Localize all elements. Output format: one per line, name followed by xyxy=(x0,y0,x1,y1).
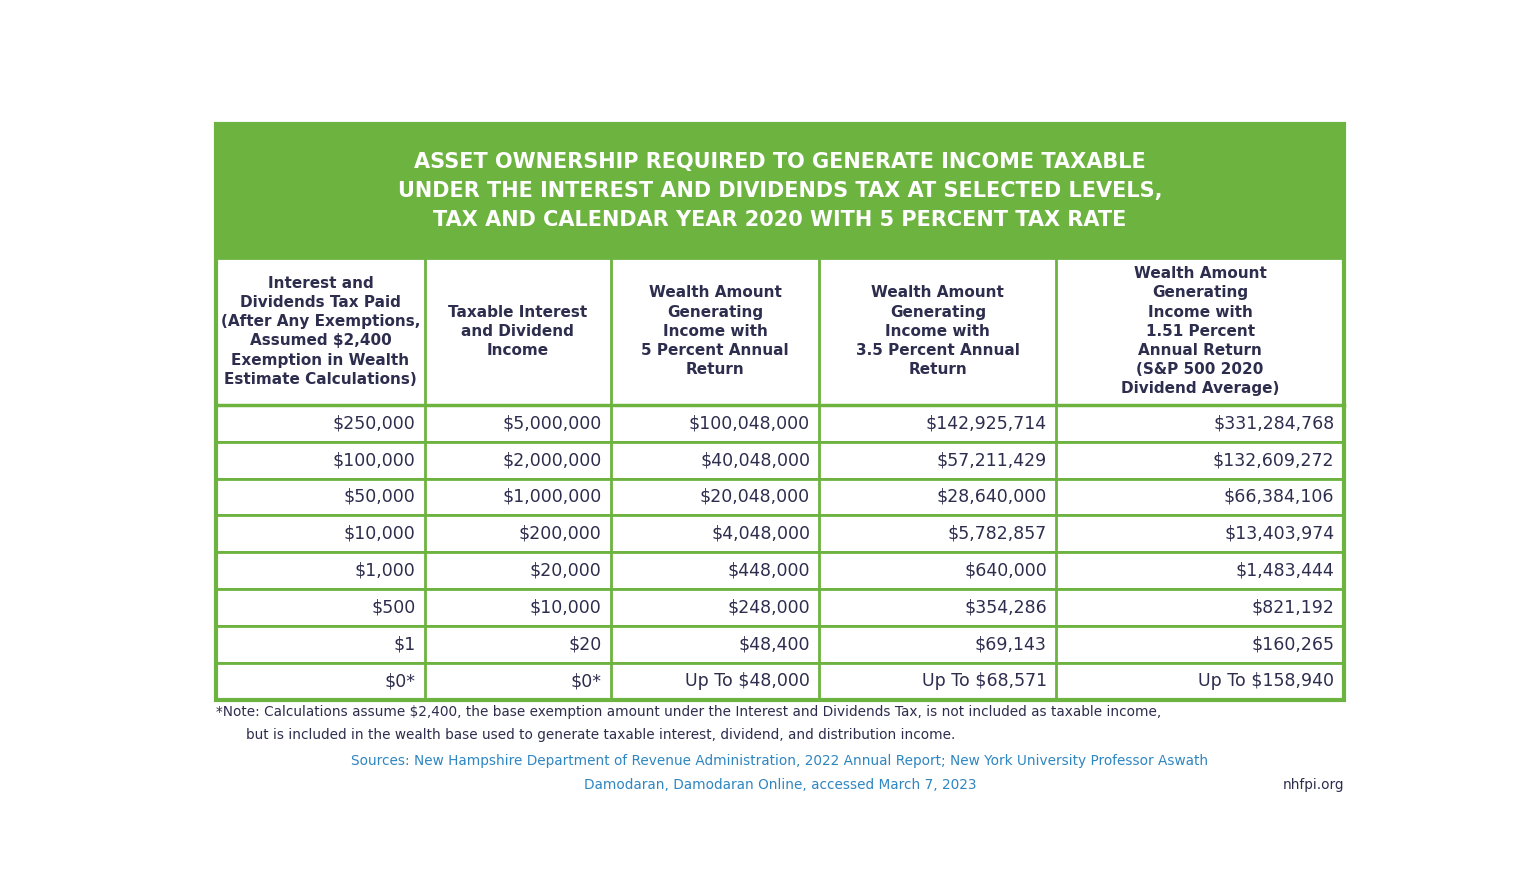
Text: $20: $20 xyxy=(568,635,601,653)
Text: $1,000,000: $1,000,000 xyxy=(502,488,601,506)
Text: $821,192: $821,192 xyxy=(1251,598,1335,617)
Text: $354,286: $354,286 xyxy=(963,598,1047,617)
Text: Wealth Amount
Generating
Income with
3.5 Percent Annual
Return: Wealth Amount Generating Income with 3.5… xyxy=(855,286,1020,377)
Text: $57,211,429: $57,211,429 xyxy=(936,451,1047,469)
Text: $200,000: $200,000 xyxy=(519,525,601,543)
Text: $13,403,974: $13,403,974 xyxy=(1224,525,1335,543)
Text: Up To $48,000: Up To $48,000 xyxy=(685,672,810,690)
Text: Up To $158,940: Up To $158,940 xyxy=(1198,672,1335,690)
Text: Up To $68,571: Up To $68,571 xyxy=(922,672,1047,690)
Text: $48,400: $48,400 xyxy=(738,635,810,653)
Text: $160,265: $160,265 xyxy=(1251,635,1335,653)
Text: but is included in the wealth base used to generate taxable interest, dividend, : but is included in the wealth base used … xyxy=(245,728,956,742)
Text: $1,483,444: $1,483,444 xyxy=(1236,562,1335,579)
Text: $142,925,714: $142,925,714 xyxy=(925,415,1047,433)
Text: $0*: $0* xyxy=(385,672,416,690)
Text: $20,000: $20,000 xyxy=(530,562,601,579)
Text: $40,048,000: $40,048,000 xyxy=(700,451,810,469)
Text: $0*: $0* xyxy=(571,672,601,690)
Text: $50,000: $50,000 xyxy=(344,488,416,506)
Text: $100,048,000: $100,048,000 xyxy=(689,415,810,433)
Text: nhfpi.org: nhfpi.org xyxy=(1283,778,1344,792)
Text: $248,000: $248,000 xyxy=(728,598,810,617)
Bar xyxy=(216,124,1344,700)
Text: $20,048,000: $20,048,000 xyxy=(700,488,810,506)
Bar xyxy=(216,479,1344,515)
Text: $640,000: $640,000 xyxy=(963,562,1047,579)
Bar xyxy=(216,663,1344,700)
Bar xyxy=(216,441,1344,479)
Text: Damodaran, Damodaran Online, accessed March 7, 2023: Damodaran, Damodaran Online, accessed Ma… xyxy=(584,778,976,792)
Bar xyxy=(216,257,1344,405)
Text: ASSET OWNERSHIP REQUIRED TO GENERATE INCOME TAXABLE
UNDER THE INTEREST AND DIVID: ASSET OWNERSHIP REQUIRED TO GENERATE INC… xyxy=(397,152,1163,230)
Bar xyxy=(216,405,1344,441)
Text: $132,609,272: $132,609,272 xyxy=(1213,451,1335,469)
Text: $66,384,106: $66,384,106 xyxy=(1224,488,1335,506)
Bar xyxy=(216,124,1344,257)
Text: $331,284,768: $331,284,768 xyxy=(1213,415,1335,433)
Text: $28,640,000: $28,640,000 xyxy=(936,488,1047,506)
Text: Wealth Amount
Generating
Income with
5 Percent Annual
Return: Wealth Amount Generating Income with 5 P… xyxy=(641,286,788,377)
Text: Sources: New Hampshire Department of Revenue Administration, 2022 Annual Report;: Sources: New Hampshire Department of Rev… xyxy=(352,755,1208,768)
Text: $500: $500 xyxy=(371,598,416,617)
Bar xyxy=(216,552,1344,589)
Text: $448,000: $448,000 xyxy=(728,562,810,579)
Text: *Note: Calculations assume $2,400, the base exemption amount under the Interest : *Note: Calculations assume $2,400, the b… xyxy=(216,705,1161,719)
Text: Taxable Interest
and Dividend
Income: Taxable Interest and Dividend Income xyxy=(447,304,587,358)
Text: $250,000: $250,000 xyxy=(333,415,416,433)
Text: $69,143: $69,143 xyxy=(976,635,1047,653)
Text: $5,782,857: $5,782,857 xyxy=(948,525,1047,543)
Text: Wealth Amount
Generating
Income with
1.51 Percent
Annual Return
(S&P 500 2020
Di: Wealth Amount Generating Income with 1.5… xyxy=(1120,266,1280,396)
Text: $1,000: $1,000 xyxy=(355,562,416,579)
Bar xyxy=(216,515,1344,552)
Bar xyxy=(216,626,1344,663)
Bar xyxy=(216,589,1344,626)
Text: $1: $1 xyxy=(393,635,416,653)
Text: Interest and
Dividends Tax Paid
(After Any Exemptions,
Assumed $2,400
Exemption : Interest and Dividends Tax Paid (After A… xyxy=(221,276,420,387)
Text: $2,000,000: $2,000,000 xyxy=(502,451,601,469)
Text: $10,000: $10,000 xyxy=(530,598,601,617)
Text: $100,000: $100,000 xyxy=(333,451,416,469)
Text: $4,048,000: $4,048,000 xyxy=(711,525,810,543)
Text: $5,000,000: $5,000,000 xyxy=(502,415,601,433)
Text: $10,000: $10,000 xyxy=(344,525,416,543)
